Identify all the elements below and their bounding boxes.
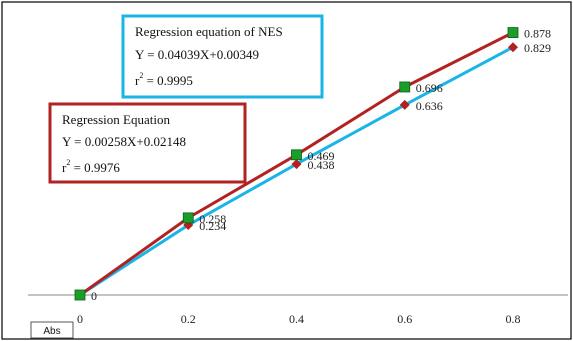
x-tick-label: 0.6 <box>397 312 412 326</box>
annotation-nes-title: Regression equation of NES <box>135 24 283 39</box>
annotation-nes-equation: Y = 0.04039X+0.00349 <box>135 47 259 62</box>
annotation-nes-r2: r2 = 0.9995 <box>135 71 193 88</box>
x-tick-labels: 0 0.2 0.4 0.6 0.8 <box>77 312 521 326</box>
abs-label-text: Abs <box>43 326 60 337</box>
series-1-data-label: 0.469 <box>308 149 335 163</box>
annotation-regression-equation: Y = 0.00258X+0.02148 <box>62 134 186 149</box>
annotation-nes-box <box>121 14 324 99</box>
annotation-regression: Regression Equation Y = 0.00258X+0.02148… <box>48 102 247 184</box>
series-1-data-label: 0.258 <box>199 212 226 226</box>
annotation-nes-r: r <box>135 73 140 88</box>
data-labels: 0.234 0.438 0.636 0.829 0 0.258 0.469 0.696 0.87… <box>91 27 551 303</box>
series-2-marker <box>291 159 302 170</box>
series-2-data-label: 0.234 <box>199 219 226 233</box>
series-2-marker <box>399 99 410 110</box>
abs-label-box <box>30 321 74 339</box>
annotation-nes-r-value: = 0.9995 <box>143 73 193 88</box>
series-1-data-label: 0.696 <box>416 81 443 95</box>
annotation-regression-title: Regression Equation <box>62 112 170 127</box>
annotation-regression-r-value: = 0.9976 <box>70 160 120 175</box>
annotation-nes-r-sup: 2 <box>139 71 143 80</box>
series-1-data-label: 0.878 <box>524 27 551 41</box>
series-2-marker <box>508 42 518 53</box>
series-1-marker <box>507 27 519 38</box>
series-1-data-label: 0 <box>91 289 97 303</box>
x-tick-label: 0.2 <box>181 312 196 326</box>
series-1-marker <box>399 81 411 93</box>
series-2-data-label: 0.636 <box>416 99 443 113</box>
annotation-regression-r2: r2 = 0.9976 <box>62 158 120 175</box>
series-2-data-label: 0.829 <box>524 41 551 55</box>
data-markers <box>74 27 519 301</box>
annotation-regression-box <box>48 102 247 184</box>
series-1-marker <box>182 212 194 224</box>
series-1-marker <box>291 149 302 161</box>
annotation-nes: Regression equation of NES Y = 0.04039X+… <box>121 14 324 99</box>
series-2-data-label: 0.438 <box>308 158 335 172</box>
series-1-marker <box>74 289 86 301</box>
annotation-regression-r-sup: 2 <box>66 158 70 167</box>
x-tick-label: 0 <box>77 312 83 326</box>
annotation-regression-r: r <box>62 160 67 175</box>
abs-label: Abs <box>30 321 74 339</box>
x-tick-label: 0.4 <box>289 312 304 326</box>
x-tick-label: 0.8 <box>506 312 521 326</box>
